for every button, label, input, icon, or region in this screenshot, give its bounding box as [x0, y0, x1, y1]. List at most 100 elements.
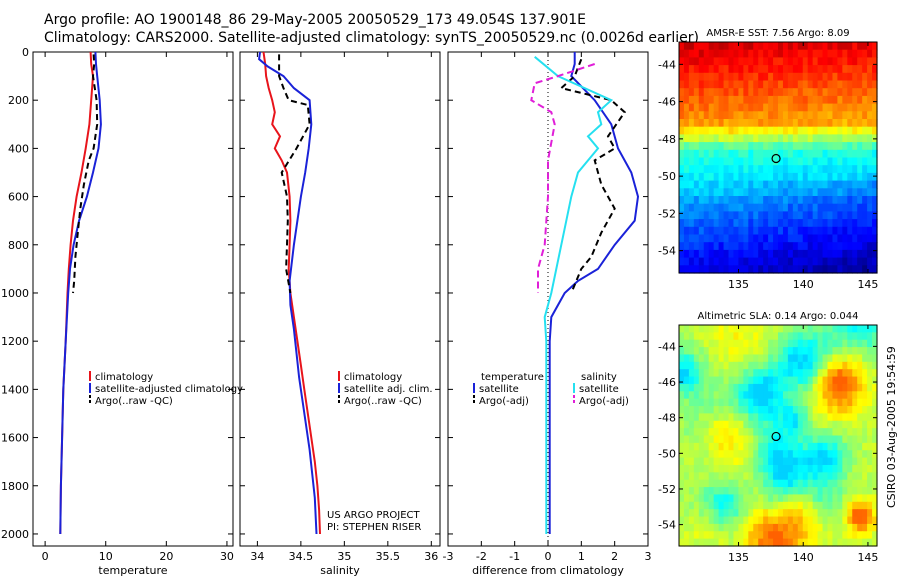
- map-cell: [837, 450, 843, 459]
- map-cell: [837, 142, 843, 151]
- map-cell: [822, 339, 829, 348]
- map-cell: [768, 180, 774, 189]
- map-cell: [728, 165, 735, 174]
- map-cell: [748, 211, 754, 220]
- map-cell: [792, 126, 799, 135]
- map-cell: [817, 88, 824, 97]
- map-cell: [753, 165, 759, 174]
- map-cell: [693, 428, 700, 437]
- map-cell: [778, 103, 784, 112]
- map-cell: [679, 203, 685, 212]
- map-cell: [872, 464, 878, 473]
- map-cell: [822, 265, 829, 274]
- map-cell: [787, 126, 794, 135]
- map-cell: [862, 72, 868, 82]
- map-cell: [743, 188, 749, 197]
- map-cell: [753, 472, 759, 481]
- map-cell: [773, 472, 779, 481]
- map-cell: [728, 119, 735, 128]
- map-cell: [713, 180, 720, 189]
- map-cell: [698, 523, 705, 532]
- series-line-argo-adj-: [530, 63, 596, 293]
- map-cell: [872, 265, 878, 274]
- map-cell: [748, 88, 754, 97]
- map-cell: [698, 406, 705, 414]
- map-cell: [748, 165, 754, 174]
- map-cell: [778, 457, 784, 466]
- map-cell: [802, 538, 809, 547]
- map-cell: [812, 188, 819, 197]
- map-cell: [728, 413, 735, 422]
- map-cell: [852, 464, 858, 473]
- map-cell: [743, 487, 749, 496]
- map-cell: [723, 538, 730, 547]
- map-cell: [683, 219, 690, 228]
- map-cell: [787, 234, 794, 243]
- map-cell: [758, 501, 764, 510]
- map-cell: [773, 65, 779, 74]
- map-cell: [773, 172, 779, 182]
- map-cell: [842, 398, 848, 407]
- map-cell: [832, 234, 838, 243]
- map-cell: [763, 196, 769, 205]
- map-cell: [842, 383, 848, 392]
- map-cell: [782, 57, 789, 66]
- map-cell: [792, 242, 799, 251]
- map-cell: [768, 88, 774, 97]
- map-cell: [822, 413, 829, 422]
- map-cell: [688, 435, 695, 444]
- map-cell: [738, 376, 744, 385]
- map-cell: [753, 494, 759, 503]
- map-cell: [703, 165, 710, 174]
- map-cell: [852, 95, 858, 105]
- map-cell: [738, 126, 744, 135]
- map-cell: [837, 72, 843, 82]
- map-cell: [802, 406, 809, 414]
- map-cell: [782, 457, 789, 466]
- map-cell: [768, 234, 774, 243]
- map-cell: [758, 354, 764, 363]
- map-cell: [748, 249, 754, 259]
- map-cell: [837, 472, 843, 481]
- map-cell: [748, 180, 754, 189]
- map-cell: [847, 211, 853, 220]
- map-cell: [728, 325, 735, 333]
- map-cell: [787, 219, 794, 228]
- map-cell: [738, 80, 744, 89]
- map-cell: [872, 509, 878, 518]
- map-cell: [862, 428, 868, 437]
- map-cell: [867, 149, 873, 159]
- map-cell: [768, 509, 774, 518]
- map-cell: [862, 249, 868, 259]
- map-cell: [683, 172, 690, 182]
- map-cell: [683, 347, 690, 356]
- map-cell: [852, 49, 858, 58]
- map-cell: [792, 95, 799, 105]
- map-cell: [688, 249, 695, 259]
- map-cell: [679, 65, 685, 74]
- map-cell: [708, 516, 715, 525]
- map-cell: [802, 157, 809, 166]
- map-cell: [792, 111, 799, 120]
- map-cell: [862, 339, 868, 348]
- map-cell: [683, 538, 690, 547]
- map-cell: [763, 49, 769, 58]
- map-cell: [738, 435, 744, 444]
- map-cell: [867, 142, 873, 151]
- map-cell: [852, 165, 858, 174]
- map-cell: [802, 265, 809, 274]
- map-cell: [679, 501, 685, 510]
- map-cell: [718, 354, 725, 363]
- map-cell: [768, 103, 774, 112]
- map-cell: [862, 149, 868, 159]
- map-cell: [797, 523, 804, 532]
- map-cell: [768, 332, 774, 341]
- map-cell: [782, 516, 789, 525]
- map-cell: [748, 265, 754, 274]
- map-cell: [703, 457, 710, 466]
- map-cell: [787, 72, 794, 82]
- map-cell: [827, 369, 834, 378]
- map-cell: [708, 391, 715, 400]
- map-cell: [787, 369, 794, 378]
- map-cell: [832, 523, 838, 532]
